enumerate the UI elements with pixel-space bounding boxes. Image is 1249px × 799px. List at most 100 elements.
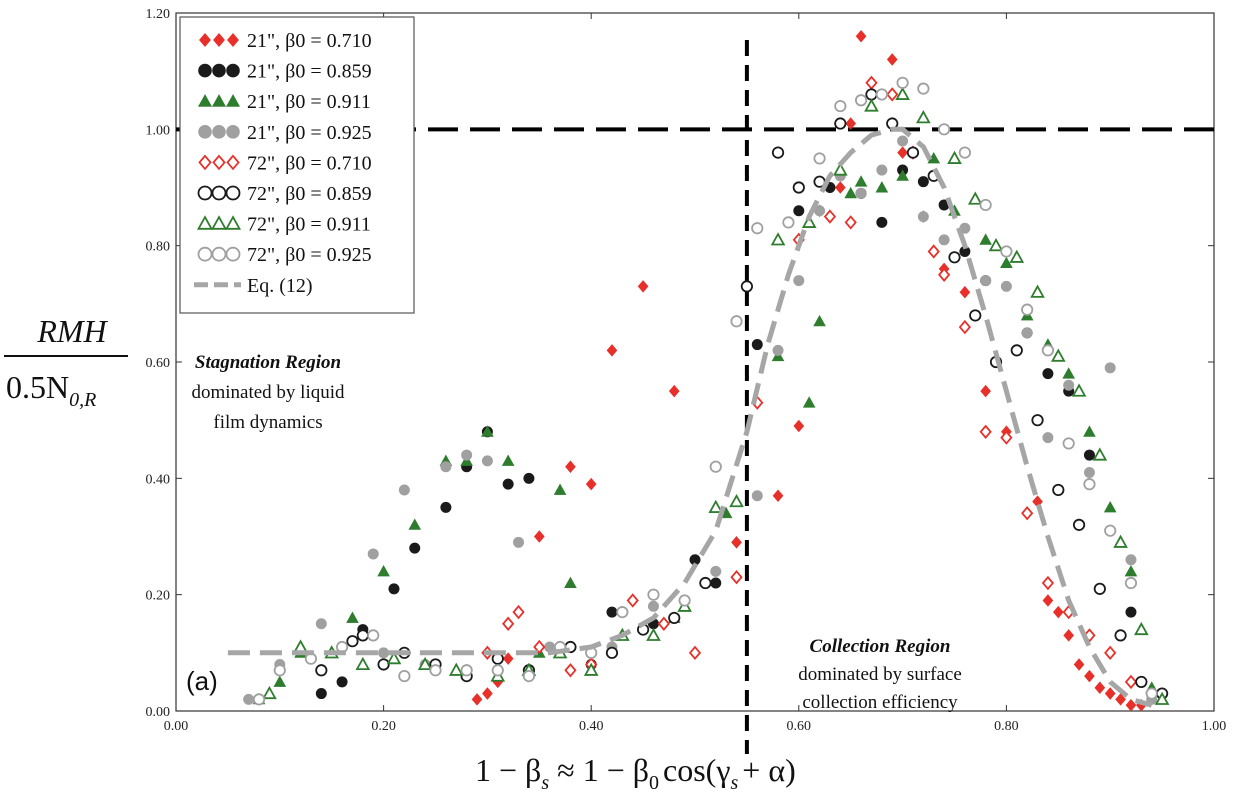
panel-label: (a) [186, 666, 218, 696]
legend-marker [198, 63, 212, 78]
data-point [958, 319, 971, 335]
data-point [1125, 698, 1137, 712]
data-point [792, 181, 805, 194]
data-point [845, 117, 857, 130]
data-point [565, 460, 576, 473]
legend-marker [226, 154, 240, 171]
y-label-denominator: 0.5N0,R [6, 369, 96, 411]
data-point [896, 169, 909, 181]
x-tick-label: 0.00 [164, 719, 189, 734]
data-point [730, 570, 743, 585]
data-point [1145, 687, 1158, 700]
plot-axes: 0.00 0.20 0.40 0.60 0.80 1.00 0.00 0.20 0.40 0.60… [146, 7, 1227, 734]
data-point [1010, 344, 1023, 357]
data-point [813, 314, 826, 327]
data-point [967, 191, 983, 205]
legend-item: 72", β0 = 0.710 [198, 152, 372, 174]
data-point [886, 53, 898, 66]
data-point [793, 275, 805, 287]
data-point [1030, 284, 1045, 298]
x-label-rhs-b-sub: s [730, 772, 738, 794]
data-point [1021, 303, 1034, 316]
data-point [1041, 575, 1055, 591]
data-point [1083, 425, 1096, 437]
data-point [801, 214, 817, 228]
data-point [533, 639, 546, 655]
data-point [523, 472, 535, 484]
legend-marker [197, 94, 213, 107]
legend-marker [224, 215, 242, 230]
data-point [398, 484, 410, 496]
data-point [855, 30, 867, 43]
legend-marker [198, 154, 212, 171]
data-point [979, 233, 992, 245]
data-point [356, 629, 369, 642]
data-point [583, 662, 599, 676]
legend-marker [212, 63, 226, 78]
data-point [897, 146, 908, 159]
y-tick-label: 0.20 [146, 589, 171, 604]
model-curve [227, 126, 1153, 708]
legend-label: 72", β0 = 0.925 [247, 244, 372, 266]
x-label-approx: ≈ [557, 752, 575, 788]
data-point [1103, 500, 1117, 513]
data-point [408, 518, 422, 530]
series-2 [315, 164, 1158, 700]
data-point [440, 501, 452, 513]
data-point [938, 123, 951, 136]
data-point [917, 211, 929, 223]
data-point [409, 542, 421, 554]
data-point [875, 88, 888, 101]
data-point [823, 209, 837, 224]
data-point [647, 600, 659, 612]
series-6 [315, 88, 1169, 700]
data-point [1021, 327, 1033, 339]
legend-label: 21", β0 = 0.710 [247, 30, 372, 52]
data-point [699, 576, 712, 590]
data-point [844, 215, 857, 230]
data-point [864, 98, 879, 112]
data-point [1154, 691, 1170, 705]
data-point [948, 251, 961, 264]
data-point [834, 117, 847, 130]
data-point [606, 344, 618, 357]
data-point [980, 275, 992, 287]
data-point [875, 181, 889, 193]
y-tick-label: 0.00 [146, 705, 171, 720]
data-point [895, 86, 910, 100]
data-point [793, 419, 805, 433]
data-point [471, 693, 483, 706]
legend-marker [212, 154, 226, 171]
data-point [688, 645, 702, 661]
legend: 21", β0 = 0.710 21", β0 = 0.859 21", β0 = … [179, 16, 415, 314]
data-point [1125, 554, 1137, 566]
data-point [273, 664, 286, 677]
data-point [564, 576, 577, 588]
data-point [731, 536, 742, 549]
data-point [1000, 430, 1013, 445]
data-point [854, 94, 868, 107]
y-tick-label: 0.40 [146, 472, 171, 487]
data-point [367, 548, 379, 560]
data-point [710, 577, 722, 589]
data-point [1092, 447, 1108, 461]
data-point [1072, 518, 1086, 531]
data-point [782, 216, 795, 229]
legend-label: Eq. (12) [247, 275, 313, 297]
data-point [367, 629, 380, 642]
legend-marker [211, 94, 227, 107]
data-point [980, 384, 991, 398]
data-point [668, 611, 681, 625]
data-point [1114, 629, 1127, 642]
data-point [832, 162, 848, 176]
legend-marker [213, 33, 225, 47]
data-point [886, 87, 899, 102]
data-point [502, 478, 514, 490]
data-point [1000, 280, 1012, 292]
data-point [533, 530, 545, 543]
data-point [1083, 467, 1095, 479]
data-point [906, 146, 920, 159]
y-tick-label: 1.00 [146, 123, 171, 138]
data-point [897, 135, 909, 147]
data-point [606, 606, 618, 618]
